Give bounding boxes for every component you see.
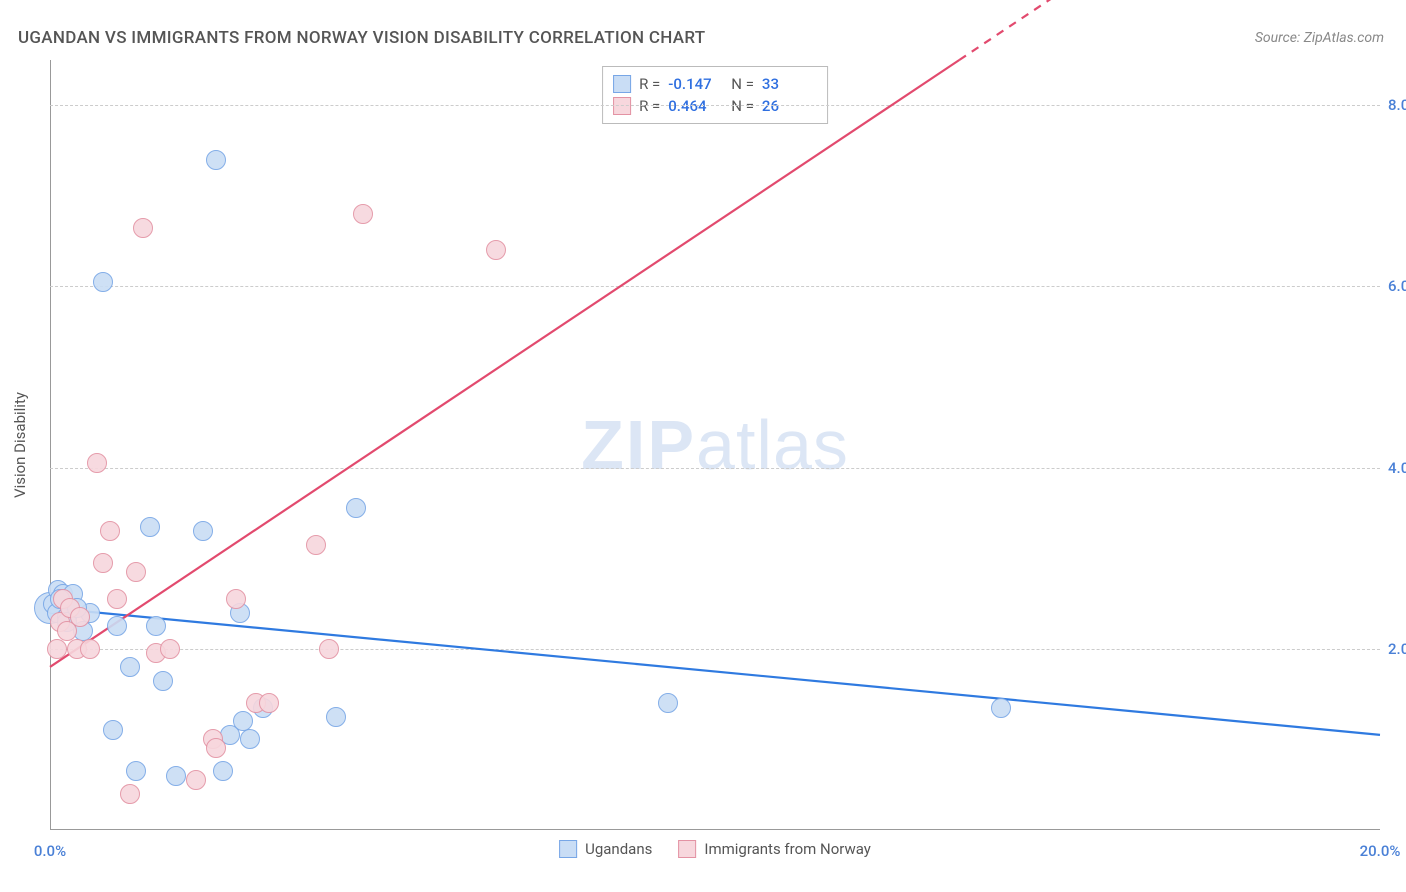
data-point [353, 204, 373, 224]
data-point [80, 639, 100, 659]
y-tick-label: 8.0% [1388, 96, 1406, 114]
y-tick-label: 4.0% [1388, 459, 1406, 477]
series-legend-swatch-0 [559, 840, 577, 858]
data-point [120, 784, 140, 804]
data-point [193, 521, 213, 541]
data-point [213, 761, 233, 781]
series-legend-label-1: Immigrants from Norway [704, 840, 871, 858]
data-point [126, 761, 146, 781]
data-point [70, 607, 90, 627]
chart-plot-area: ZIPatlas Vision Disability R = -0.147 N … [50, 60, 1380, 830]
data-point [146, 616, 166, 636]
data-point [346, 498, 366, 518]
data-point [140, 517, 160, 537]
data-point [658, 693, 678, 713]
data-point [153, 671, 173, 691]
data-point [319, 639, 339, 659]
y-axis-title: Vision Disability [11, 392, 29, 498]
data-point [206, 150, 226, 170]
data-point [47, 639, 67, 659]
data-point [93, 553, 113, 573]
x-tick-label: 20.0% [1360, 842, 1401, 860]
data-point [486, 240, 506, 260]
series-legend-label-0: Ugandans [585, 840, 652, 858]
y-tick-label: 2.0% [1388, 640, 1406, 658]
data-point [93, 272, 113, 292]
source-credit: Source: ZipAtlas.com [1255, 30, 1384, 46]
chart-title: UGANDAN VS IMMIGRANTS FROM NORWAY VISION… [18, 28, 705, 48]
data-point [326, 707, 346, 727]
data-point [259, 693, 279, 713]
x-tick-label: 0.0% [34, 842, 66, 860]
data-point [103, 720, 123, 740]
y-tick-label: 6.0% [1388, 277, 1406, 295]
series-legend-item-1: Immigrants from Norway [678, 840, 871, 858]
data-point [233, 711, 253, 731]
data-point [120, 657, 140, 677]
data-point [240, 729, 260, 749]
series-legend-swatch-1 [678, 840, 696, 858]
data-point [126, 562, 146, 582]
data-point [991, 698, 1011, 718]
data-point [107, 589, 127, 609]
data-point [306, 535, 326, 555]
data-point [87, 453, 107, 473]
data-point [100, 521, 120, 541]
data-point [226, 589, 246, 609]
data-point [107, 616, 127, 636]
data-point [166, 766, 186, 786]
data-point [206, 738, 226, 758]
data-point [186, 770, 206, 790]
data-point [133, 218, 153, 238]
data-point [160, 639, 180, 659]
source-label: Source: [1255, 30, 1300, 46]
series-legend: Ugandans Immigrants from Norway [559, 840, 871, 858]
source-name: ZipAtlas.com [1304, 30, 1384, 46]
series-legend-item-0: Ugandans [559, 840, 652, 858]
